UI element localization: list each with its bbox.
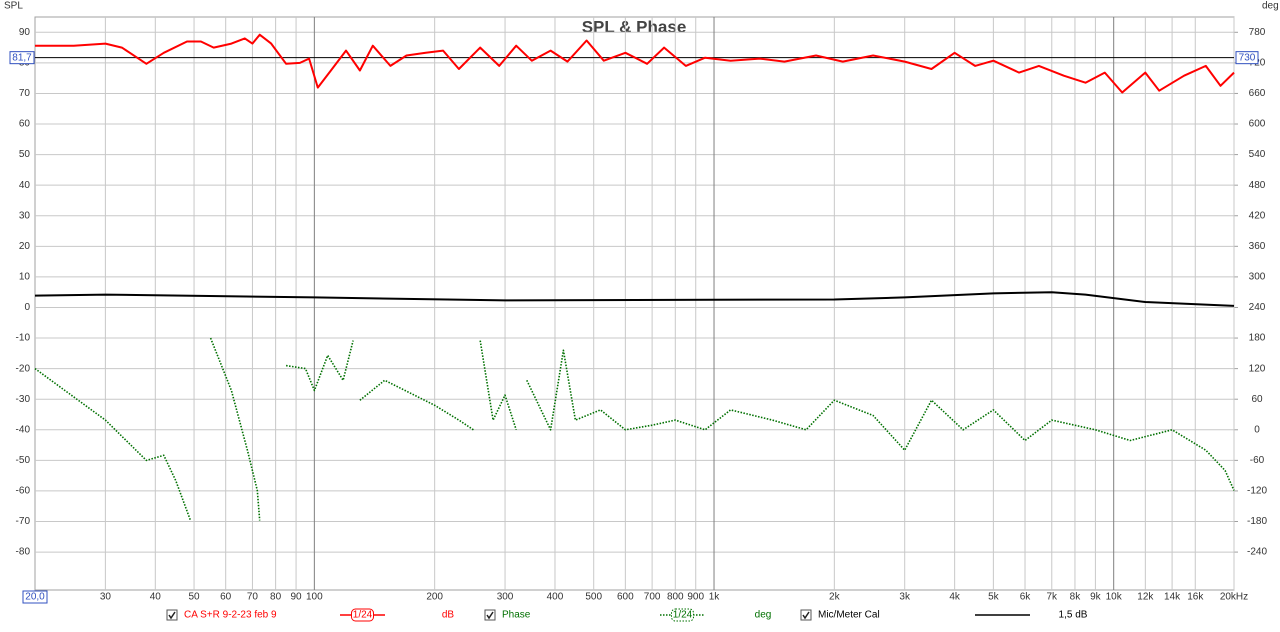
x-tick-label: 8k [1070,592,1082,603]
legend-unit: dB [442,610,455,621]
cursor-y-label: 81,7 [12,52,32,63]
y-tick-label: -80 [16,547,31,558]
x-tick-label: 600 [617,592,634,603]
smoothing-box[interactable] [351,608,374,622]
legend-check [802,611,810,620]
y2-tick-label: 780 [1249,27,1266,38]
x-tick-label: 100 [306,592,323,603]
x-tick-label: 9k [1090,592,1102,603]
x-tick-label: 40 [150,592,162,603]
y2-axis-title: deg [1262,1,1279,12]
x-tick-label: 6k [1020,592,1032,603]
y2-tick-label: 660 [1249,88,1266,99]
legend-check [486,611,494,620]
legend-checkbox[interactable] [484,609,496,621]
x-tick-label: 30 [100,592,112,603]
y-tick-label: 40 [19,180,31,191]
x-tick-label: 7k [1046,592,1058,603]
legend-label: CA S+R 9-2-23 feb 9 [184,610,277,621]
x-tick-label: 700 [644,592,661,603]
y2-tick-label: 540 [1249,149,1266,160]
y2-tick-label: -240 [1247,547,1267,558]
y-tick-label: 60 [19,119,31,130]
y-axis-title: SPL [4,1,23,12]
y2-tick-label: 120 [1249,363,1266,374]
x-tick-label: 12k [1137,592,1154,603]
x-tick-label: 60 [220,592,232,603]
y2-tick-label: -180 [1247,516,1267,527]
x-tick-label: 900 [687,592,704,603]
y2-tick-label: 360 [1249,241,1266,252]
smoothing-label: 1/24 [673,610,693,621]
y2-tick-label: 300 [1249,272,1266,283]
y-tick-label: 30 [19,210,31,221]
legend-toggle[interactable] [166,609,178,621]
series-line [34,291,1235,307]
y2-tick-label: 480 [1249,180,1266,191]
x-tick-label: 1k [709,592,721,603]
legend-toggle[interactable] [800,609,812,621]
y2-tick-label: 240 [1249,302,1266,313]
cursor-box [1235,51,1259,65]
legend-toggle[interactable] [484,609,496,621]
x-tick-label: 90 [291,592,303,603]
y-tick-label: 90 [19,27,31,38]
plot-area [34,16,1235,591]
y-tick-label: -30 [16,394,31,405]
x-tick-label: 3k [899,592,911,603]
x-tick-label: 300 [497,592,514,603]
x-tick-label: 16k [1187,592,1204,603]
x-tick-label: 10k [1106,592,1123,603]
y2-tick-label: 600 [1249,119,1266,130]
y-tick-label: 0 [24,302,30,313]
series-line [34,337,1235,521]
y2-tick-label: -60 [1250,455,1265,466]
y-tick-label: 10 [19,272,31,283]
x-tick-label: 20kHz [1220,592,1248,603]
x-tick-label: 80 [270,592,282,603]
y2-tick-label: 420 [1249,210,1266,221]
chart-title: SPL & Phase [582,17,687,36]
y2-tick-label: 180 [1249,333,1266,344]
legend-checkbox[interactable] [800,609,812,621]
y-tick-label: -50 [16,455,31,466]
x-tick-label: 50 [188,592,200,603]
legend-unit: deg [755,610,772,621]
x-tick-label: 200 [426,592,443,603]
x-tick-label: 800 [667,592,684,603]
series-line [35,33,1235,94]
legend-label: Phase [502,610,531,621]
cursor-y2-label: 730 [1239,52,1256,63]
legend-checkbox[interactable] [166,609,178,621]
x-tick-label: 400 [547,592,564,603]
y-tick-label: -20 [16,363,31,374]
legend-check [168,611,176,620]
y-tick-label: -70 [16,516,31,527]
legend-label: Mic/Meter Cal [818,610,880,621]
x-tick-label: 500 [585,592,602,603]
y2-tick-label: 60 [1251,394,1263,405]
cursor-box [22,590,48,604]
y-tick-label: 70 [19,88,31,99]
x-tick-label: 5k [988,592,1000,603]
y-tick-label: 20 [19,241,31,252]
x-tick-label: 14k [1164,592,1181,603]
cursor-box [9,51,35,65]
x-tick-label: 2k [829,592,841,603]
y-tick-label: -40 [16,424,31,435]
y2-tick-label: 0 [1254,424,1260,435]
smoothing-label: 1/24 [353,610,373,621]
cursor-x-label: 20,0 [25,592,45,603]
x-tick-label: 4k [949,592,961,603]
x-tick-label: 70 [247,592,259,603]
y-tick-label: 50 [19,149,31,160]
y-tick-label: -10 [16,333,31,344]
y-tick-label: -60 [16,486,31,497]
legend-unit: 1,5 dB [1059,610,1088,621]
y2-tick-label: -120 [1247,486,1267,497]
smoothing-box[interactable] [671,608,694,622]
